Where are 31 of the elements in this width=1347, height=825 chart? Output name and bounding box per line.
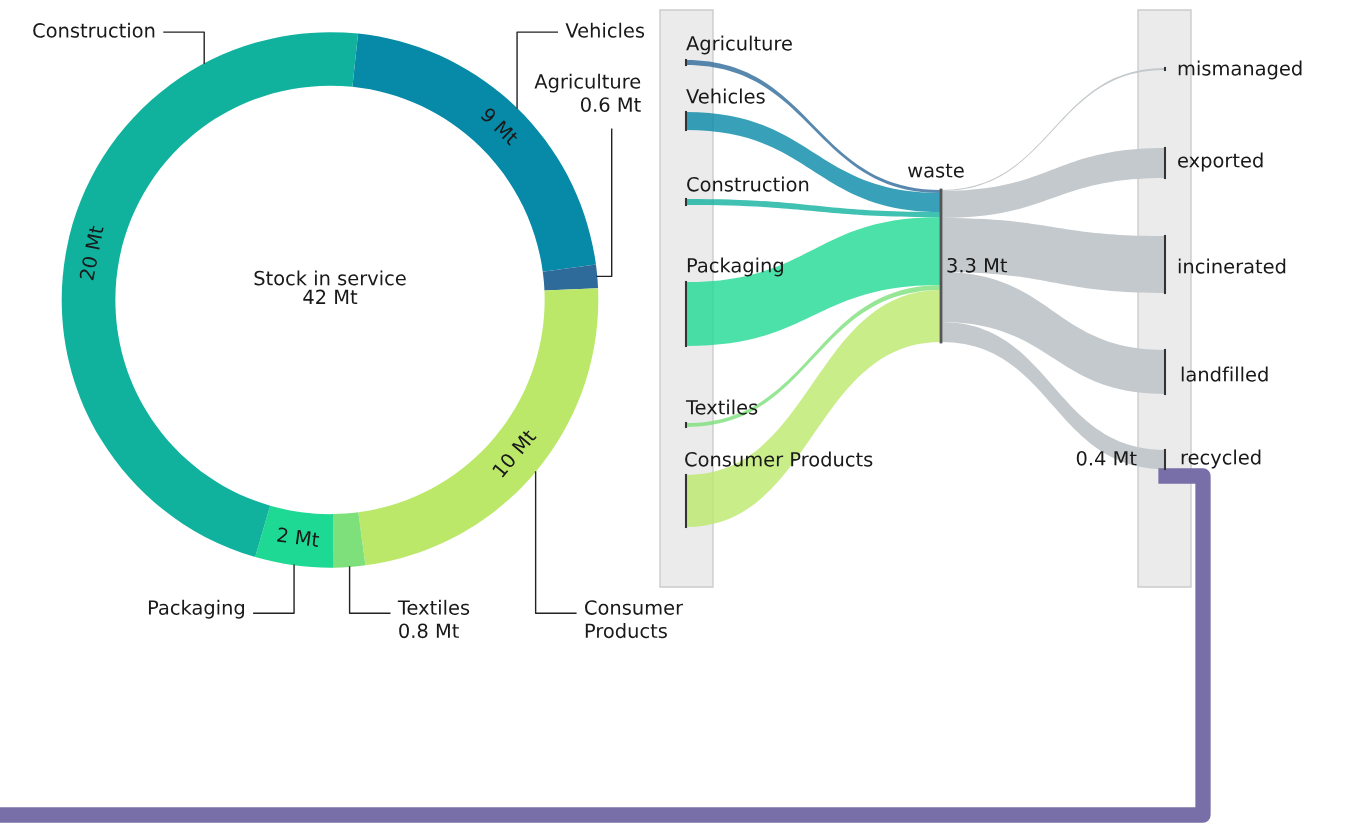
data-label: 0.6 Mt (581, 97, 641, 112)
slice-label: Consumer Products (585, 600, 684, 639)
text: 3.3 Mt (947, 257, 1008, 273)
text: incinerated (1178, 258, 1286, 274)
data-label: 0.8 Mt (399, 623, 459, 639)
data-label: 10 Mt (491, 428, 537, 478)
donut-slice (358, 288, 599, 566)
text: waste (908, 163, 964, 178)
text: mismanaged (1178, 60, 1302, 80)
data-label: 20 Mt (79, 225, 104, 281)
text: Agriculture (686, 35, 792, 55)
donut-slice (542, 264, 599, 291)
text: Packaging (687, 257, 783, 277)
slice-label: Packaging (148, 599, 244, 619)
data-label: 2 Mt (277, 527, 320, 547)
text: Vehicles (686, 88, 765, 104)
data-label: 9 Mt (479, 106, 520, 146)
text: Construction (687, 176, 809, 192)
text: Textiles (685, 399, 758, 415)
donut-slice (332, 512, 366, 568)
donut-slice (255, 505, 334, 568)
text: recycled (1181, 449, 1261, 469)
slice-label: Construction (33, 22, 155, 38)
text: 0.4 Mt (1076, 450, 1137, 466)
text: Stock in service 42 Mt (254, 270, 406, 304)
text: Consumer Products (685, 451, 873, 467)
text: exported (1178, 152, 1263, 172)
text: landfilled (1181, 366, 1268, 382)
slice-label: Agriculture (534, 73, 641, 93)
slice-label: Vehicles (565, 22, 645, 38)
slice-label: Textiles (397, 599, 470, 615)
